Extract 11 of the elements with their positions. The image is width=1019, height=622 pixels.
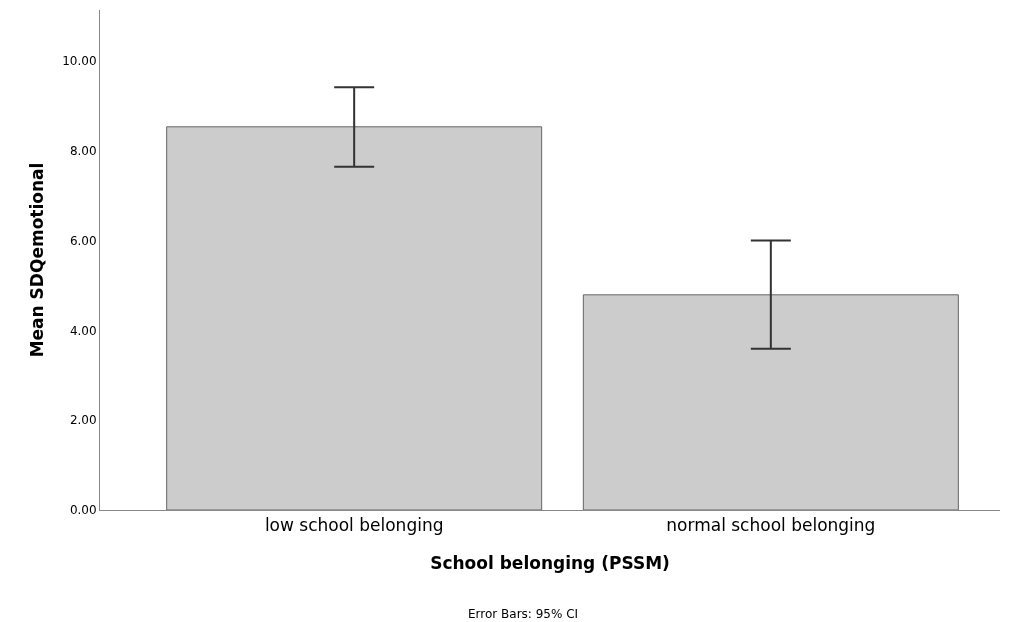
y-tick-label: 2.00 <box>69 413 97 428</box>
x-tick-label: normal school belonging <box>666 515 876 536</box>
y-tick-label: 6.00 <box>69 233 97 248</box>
x-axis-title: School belonging (PSSM) <box>430 552 670 573</box>
y-tick-label: 4.00 <box>69 323 97 338</box>
y-tick-label: 0.00 <box>69 503 97 518</box>
text: Error Bars: 95% CI <box>468 607 579 621</box>
x-tick-label: low school belonging <box>264 515 444 536</box>
y-tick-label: 10.00 <box>62 53 97 68</box>
y-axis-title: Mean SDQemotional <box>26 162 47 358</box>
y-tick-label: 8.00 <box>69 143 97 158</box>
